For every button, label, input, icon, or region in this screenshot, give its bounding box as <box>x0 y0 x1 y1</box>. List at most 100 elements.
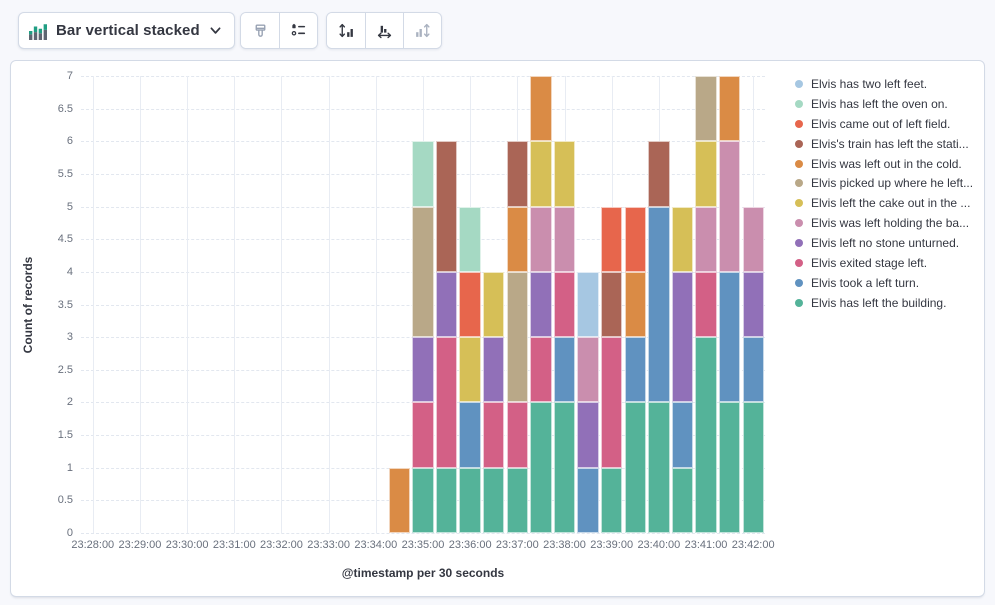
legend-item[interactable]: Elvis came out of left field. <box>795 114 977 134</box>
axis-bottom-icon <box>376 22 393 39</box>
legend-item[interactable]: Elvis was left holding the ba... <box>795 213 977 233</box>
bar-segment[interactable] <box>625 207 646 272</box>
bar-segment[interactable] <box>695 207 716 272</box>
bar-segment[interactable] <box>719 272 740 403</box>
legend-item[interactable]: Elvis exited stage left. <box>795 253 977 273</box>
bar-segment[interactable] <box>719 402 740 533</box>
bar-segment[interactable] <box>695 337 716 533</box>
bar-segment[interactable] <box>530 337 551 402</box>
legend-item[interactable]: Elvis's train has left the stati... <box>795 134 977 154</box>
bar-segment[interactable] <box>601 468 622 533</box>
bar-segment[interactable] <box>577 337 598 402</box>
bar-segment[interactable] <box>743 337 764 402</box>
bottom-axis-button[interactable] <box>365 13 403 48</box>
bar-segment[interactable] <box>483 272 504 337</box>
chart-type-dropdown[interactable]: Bar vertical stacked <box>18 12 235 49</box>
bar-segment[interactable] <box>412 402 433 467</box>
bar-segment[interactable] <box>743 207 764 272</box>
bar-segment[interactable] <box>554 141 575 206</box>
bar-segment[interactable] <box>483 468 504 533</box>
left-axis-button[interactable] <box>327 13 365 48</box>
bar-segment[interactable] <box>695 141 716 206</box>
bar-vertical-stacked-icon <box>29 22 47 40</box>
legend-label: Elvis exited stage left. <box>811 256 927 270</box>
bar-segment[interactable] <box>507 402 528 467</box>
bar-segment[interactable] <box>625 272 646 337</box>
x-gridline <box>187 76 188 533</box>
legend-dot-icon <box>795 160 803 168</box>
bar-segment[interactable] <box>507 272 528 403</box>
bar-segment[interactable] <box>459 272 480 337</box>
legend-item[interactable]: Elvis left the cake out in the ... <box>795 193 977 213</box>
bar-segment[interactable] <box>577 468 598 533</box>
bar-segment[interactable] <box>554 402 575 533</box>
bar-segment[interactable] <box>695 272 716 337</box>
bar-segment[interactable] <box>577 402 598 467</box>
bar-segment[interactable] <box>459 468 480 533</box>
bar-segment[interactable] <box>554 272 575 337</box>
bar-segment[interactable] <box>459 207 480 272</box>
bar-segment[interactable] <box>554 337 575 402</box>
bar-segment[interactable] <box>672 402 693 467</box>
legend-dot-icon <box>795 140 803 148</box>
legend-settings-button[interactable] <box>279 13 317 48</box>
bar-segment[interactable] <box>672 468 693 533</box>
bar-segment[interactable] <box>459 337 480 402</box>
legend-item[interactable]: Elvis took a left turn. <box>795 273 977 293</box>
bar-segment[interactable] <box>743 272 764 337</box>
bar-segment[interactable] <box>672 207 693 272</box>
legend-settings-icon <box>290 22 307 39</box>
bar-segment[interactable] <box>601 207 622 272</box>
bar-segment[interactable] <box>530 141 551 206</box>
legend-item[interactable]: Elvis picked up where he left... <box>795 173 977 193</box>
bar-segment[interactable] <box>743 402 764 533</box>
bar-segment[interactable] <box>601 272 622 337</box>
bar-segment[interactable] <box>412 468 433 533</box>
bar-segment[interactable] <box>601 337 622 468</box>
x-gridline <box>234 76 235 533</box>
bar-segment[interactable] <box>719 141 740 272</box>
bar-segment[interactable] <box>648 207 669 403</box>
bar-segment[interactable] <box>412 207 433 338</box>
bar-segment[interactable] <box>695 76 716 141</box>
y-tick-label: 1.5 <box>29 429 73 441</box>
bar-segment[interactable] <box>412 337 433 402</box>
legend-item[interactable]: Elvis left no stone unturned. <box>795 233 977 253</box>
bar-segment[interactable] <box>507 141 528 206</box>
right-axis-button[interactable] <box>403 13 441 48</box>
bar-segment[interactable] <box>577 272 598 337</box>
y-tick-label: 7 <box>29 70 73 82</box>
bar-segment[interactable] <box>648 402 669 533</box>
bar-segment[interactable] <box>483 337 504 402</box>
bar-segment[interactable] <box>530 402 551 533</box>
bar-segment[interactable] <box>389 468 410 533</box>
bar-segment[interactable] <box>459 402 480 467</box>
bar-segment[interactable] <box>530 76 551 141</box>
bar-segment[interactable] <box>436 141 457 272</box>
bar-segment[interactable] <box>436 337 457 468</box>
bar-segment[interactable] <box>625 402 646 533</box>
bar-segment[interactable] <box>436 468 457 533</box>
bar-segment[interactable] <box>530 272 551 337</box>
bar-segment[interactable] <box>672 272 693 403</box>
y-tick-label: 1 <box>29 462 73 474</box>
bar-segment[interactable] <box>648 141 669 206</box>
bar-segment[interactable] <box>625 337 646 402</box>
visual-options-button[interactable] <box>241 13 279 48</box>
bar-segment[interactable] <box>436 272 457 337</box>
bar-segment[interactable] <box>483 402 504 467</box>
bar-segment[interactable] <box>719 76 740 141</box>
legend-item[interactable]: Elvis has two left feet. <box>795 74 977 94</box>
y-tick-label: 3 <box>29 331 73 343</box>
bar-segment[interactable] <box>412 141 433 206</box>
bar-segment[interactable] <box>530 207 551 272</box>
bar-segment[interactable] <box>507 468 528 533</box>
legend: Elvis has two left feet.Elvis has left t… <box>795 74 977 313</box>
bar-segment[interactable] <box>554 207 575 272</box>
legend-item[interactable]: Elvis has left the building. <box>795 293 977 313</box>
y-tick-label: 6 <box>29 135 73 147</box>
x-gridline <box>140 76 141 533</box>
legend-item[interactable]: Elvis was left out in the cold. <box>795 154 977 174</box>
bar-segment[interactable] <box>507 207 528 272</box>
legend-item[interactable]: Elvis has left the oven on. <box>795 94 977 114</box>
